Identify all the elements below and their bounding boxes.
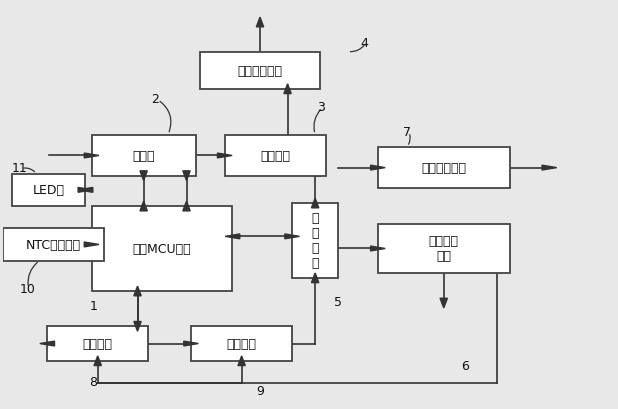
Text: 10: 10 [19,283,35,296]
FancyBboxPatch shape [47,326,148,361]
Text: 5: 5 [334,296,342,309]
FancyBboxPatch shape [91,207,232,291]
Polygon shape [78,188,93,193]
Polygon shape [225,234,240,239]
Polygon shape [256,18,264,28]
Polygon shape [218,154,232,159]
Text: LED灯: LED灯 [33,184,65,197]
FancyBboxPatch shape [191,326,292,361]
Polygon shape [140,171,147,181]
Text: 6: 6 [461,360,469,372]
Polygon shape [285,234,300,239]
Polygon shape [183,171,190,181]
Text: 1: 1 [90,300,98,312]
Text: 驱动电路: 驱动电路 [227,337,256,350]
Text: 9: 9 [256,384,264,397]
Text: 切
换
电
路: 切 换 电 路 [311,212,319,270]
Text: 8: 8 [90,375,98,389]
Polygon shape [371,166,385,171]
Text: 11: 11 [12,162,28,175]
Polygon shape [238,356,245,366]
Text: 电源件: 电源件 [132,150,155,162]
Polygon shape [542,166,557,171]
Text: 有线连接电路: 有线连接电路 [237,65,282,78]
Polygon shape [84,154,99,159]
FancyBboxPatch shape [292,204,338,278]
Text: 解调电路: 解调电路 [83,337,112,350]
Polygon shape [311,199,319,208]
Text: 3: 3 [317,101,325,114]
Polygon shape [84,243,99,247]
Polygon shape [40,341,54,346]
FancyBboxPatch shape [91,136,196,176]
FancyBboxPatch shape [3,229,104,261]
Text: 主控MCU部件: 主控MCU部件 [133,243,192,255]
Text: 2: 2 [151,93,159,106]
Polygon shape [183,202,190,211]
Text: 4: 4 [360,37,368,49]
Text: 第一线圈
电路: 第一线圈 电路 [429,235,459,263]
Polygon shape [440,299,447,308]
FancyBboxPatch shape [378,225,510,273]
Polygon shape [78,188,93,193]
Text: 7: 7 [403,126,411,138]
Text: NTC检测部件: NTC检测部件 [26,238,81,251]
Polygon shape [184,341,198,346]
Polygon shape [371,247,385,251]
Polygon shape [140,202,147,211]
Text: 快充电路: 快充电路 [260,150,290,162]
Polygon shape [134,286,141,296]
FancyBboxPatch shape [200,53,320,90]
Polygon shape [94,356,101,366]
Polygon shape [311,273,319,283]
FancyBboxPatch shape [12,174,85,207]
FancyBboxPatch shape [378,148,510,189]
Text: 第二线圈电路: 第二线圈电路 [421,162,466,175]
Polygon shape [284,85,291,94]
FancyBboxPatch shape [225,136,326,176]
Polygon shape [134,322,141,331]
